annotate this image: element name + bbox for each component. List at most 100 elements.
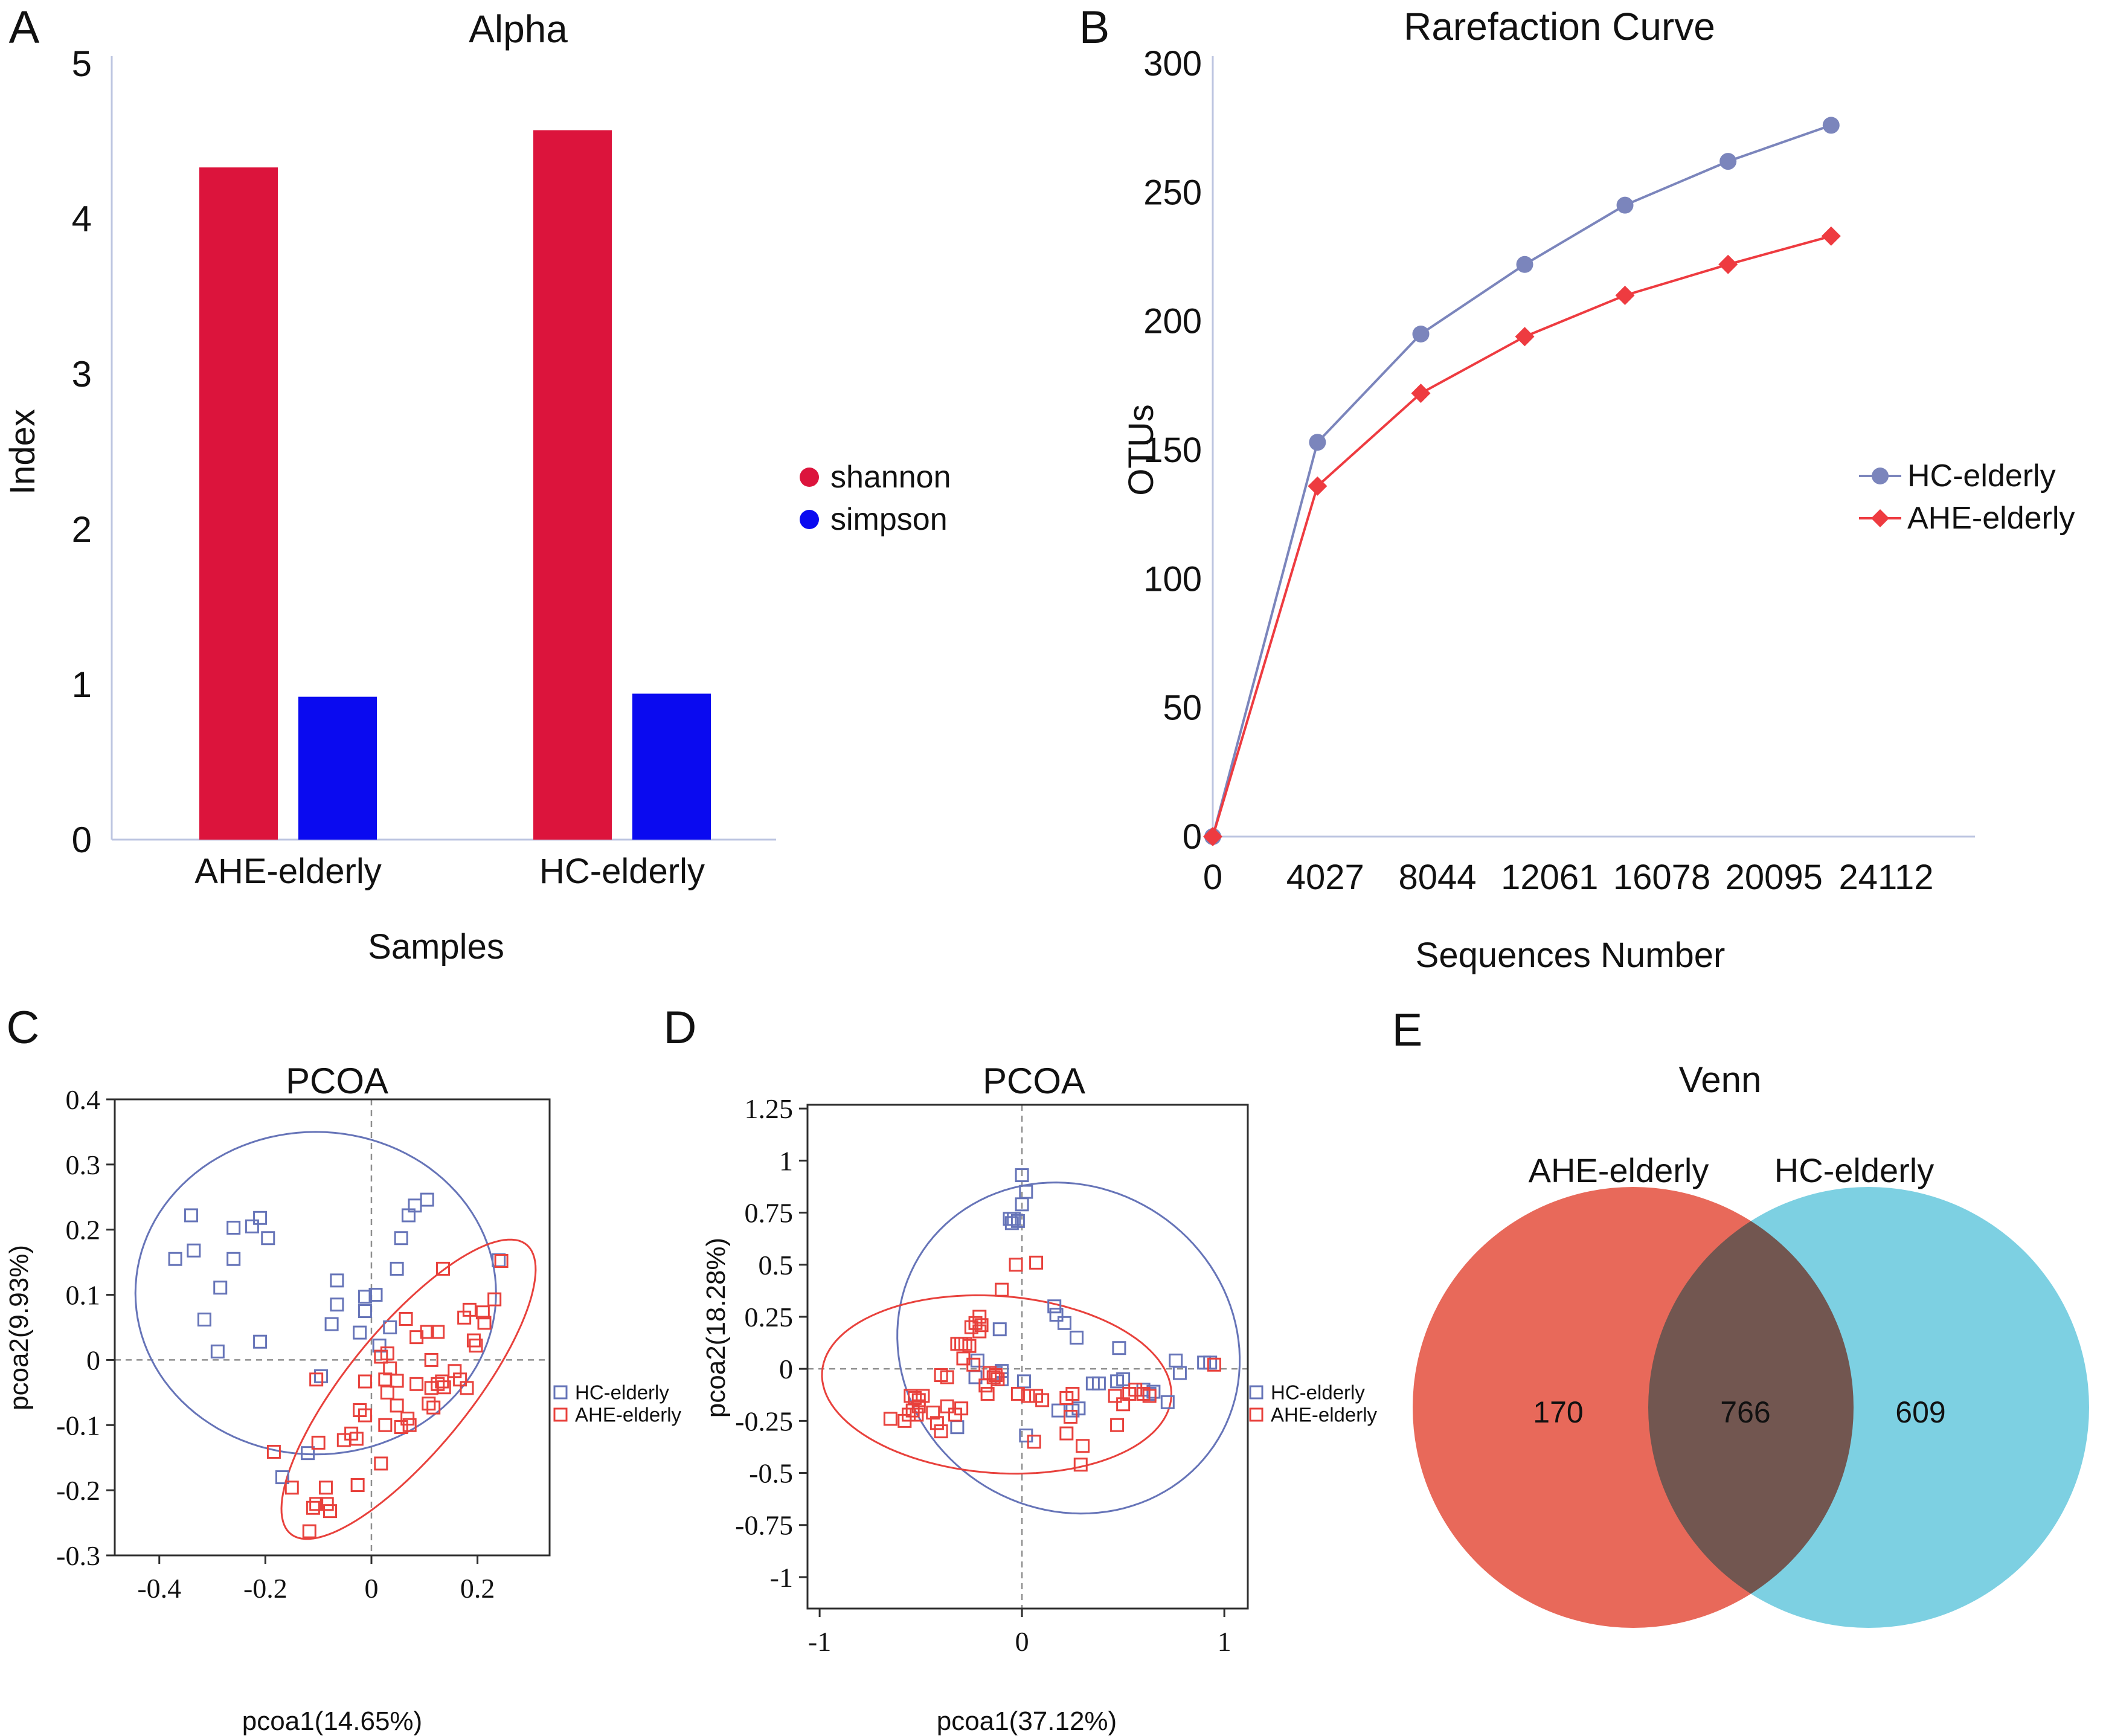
data-point-AHE-elderly xyxy=(995,1282,1009,1297)
data-point-HC-elderly xyxy=(1049,1308,1064,1322)
data-point-AHE-elderly xyxy=(460,1381,474,1395)
data-point-AHE-elderly xyxy=(374,1349,388,1364)
data-point-HC-elderly xyxy=(213,1281,228,1295)
data-point-AHE-elderly xyxy=(1029,1255,1044,1270)
data-point xyxy=(1719,153,1737,170)
data-point-HC-elderly xyxy=(1057,1316,1071,1330)
legend-ahe-marker xyxy=(1871,509,1889,527)
bar-shannon xyxy=(199,167,278,840)
data-point-HC-elderly xyxy=(330,1273,344,1288)
data-point-HC-elderly xyxy=(324,1317,339,1331)
data-point-AHE-elderly xyxy=(1073,1458,1088,1472)
venn-circle-hc-elderly xyxy=(1648,1187,2089,1628)
data-point-AHE-elderly xyxy=(1065,1387,1080,1401)
data-point-HC-elderly xyxy=(253,1210,268,1225)
data-point-AHE-elderly xyxy=(1128,1383,1143,1397)
panel-d-title: PCOA xyxy=(982,1061,1086,1101)
y-tick-label: 2 xyxy=(72,509,92,550)
data-point-HC-elderly xyxy=(368,1288,383,1302)
alpha-bar-chart: 5 4 3 2 1 0 AHE-elderly HC-elderly xyxy=(72,43,819,891)
data-line-AHE-elderly xyxy=(1212,234,1832,837)
x-tick-label: -0.2 xyxy=(243,1573,287,1604)
venn-count-ahe-only: 170 xyxy=(1533,1395,1584,1429)
data-point-AHE-elderly xyxy=(309,1372,324,1387)
y-tick-label: 250 xyxy=(1143,173,1202,212)
data-point-AHE-elderly xyxy=(420,1325,434,1339)
panel-letter-c: C xyxy=(6,1002,40,1053)
data-point-AHE-elderly xyxy=(266,1445,281,1459)
x-tick-label: 1 xyxy=(1218,1626,1231,1657)
data-point-AHE-elderly xyxy=(978,1378,993,1393)
data-point-AHE-elderly xyxy=(309,1497,324,1511)
legend-shannon-dot xyxy=(800,468,819,487)
data-point-HC-elderly xyxy=(1203,1355,1218,1370)
y-tick-label: 1 xyxy=(72,664,92,705)
x-tick-label: 0 xyxy=(1015,1626,1029,1657)
panel-d-x-axis-label: pcoa1(37.12%) xyxy=(936,1706,1117,1736)
x-tick-label: 0 xyxy=(364,1573,378,1604)
panel-a-y-axis-label: Index xyxy=(3,409,42,495)
data-point-HC-elderly xyxy=(950,1420,965,1435)
data-point-AHE-elderly xyxy=(926,1406,940,1420)
data-point-HC-elderly xyxy=(420,1192,434,1207)
y-tick-label: 50 xyxy=(1163,689,1202,728)
y-tick-label: 100 xyxy=(1143,559,1202,599)
y-tick-label: 3 xyxy=(72,354,92,394)
y-tick-label: 200 xyxy=(1143,302,1202,341)
x-tick-label: -1 xyxy=(808,1626,831,1657)
data-point-HC-elderly xyxy=(197,1313,211,1327)
data-point-AHE-elderly xyxy=(1108,1389,1122,1403)
data-point-HC-elderly xyxy=(301,1446,315,1461)
data-point-HC-elderly xyxy=(1160,1395,1175,1409)
data-point-HC-elderly xyxy=(1015,1197,1029,1212)
legend-label-simpson: simpson xyxy=(830,502,948,537)
data-point-HC-elderly xyxy=(330,1297,344,1312)
data-point-AHE-elderly xyxy=(457,1310,472,1325)
data-point-AHE-elderly xyxy=(378,1418,393,1432)
data-point-HC-elderly xyxy=(353,1325,367,1340)
venn-diagram xyxy=(1413,1187,2089,1628)
y-tick-label: 4 xyxy=(72,199,92,239)
data-point-HC-elderly xyxy=(1010,1214,1025,1228)
data-point xyxy=(1308,476,1328,496)
panel-b-x-axis-label: Sequences Number xyxy=(1415,936,1726,975)
data-point-HC-elderly xyxy=(1007,1212,1021,1226)
data-point-HC-elderly xyxy=(184,1208,198,1223)
venn-count-shared: 766 xyxy=(1720,1395,1771,1429)
legend-label-ahe-elderly-d: AHE-elderly xyxy=(1271,1403,1378,1426)
data-point-AHE-elderly xyxy=(378,1372,393,1387)
legend-ahe-square xyxy=(553,1407,568,1422)
data-point-HC-elderly xyxy=(168,1252,182,1266)
y-tick-label: 0.5 xyxy=(759,1250,794,1281)
data-point-AHE-elderly xyxy=(487,1292,502,1307)
data-line-HC-elderly xyxy=(1212,124,1832,837)
data-point xyxy=(1822,117,1840,134)
data-point-AHE-elderly xyxy=(883,1412,897,1426)
panel-letter-d: D xyxy=(663,1002,697,1053)
y-tick-label: 300 xyxy=(1143,44,1202,83)
panel-d-y-axis-label: pcoa2(18.28%) xyxy=(701,1237,731,1418)
data-point xyxy=(1412,326,1430,342)
data-point-AHE-elderly xyxy=(1021,1389,1035,1403)
legend-label-ahe-elderly-b: AHE-elderly xyxy=(1907,501,2075,536)
y-tick-label: 0.75 xyxy=(745,1198,794,1229)
bar-simpson xyxy=(298,696,377,840)
data-point-AHE-elderly xyxy=(424,1352,438,1367)
confidence-ellipse-AHE-elderly xyxy=(280,1238,537,1540)
y-tick-label: 0.4 xyxy=(66,1084,101,1115)
data-point-AHE-elderly xyxy=(350,1478,365,1493)
data-point-AHE-elderly xyxy=(1142,1389,1157,1403)
data-point-HC-elderly xyxy=(390,1261,404,1276)
data-point-AHE-elderly xyxy=(948,1407,963,1422)
x-tick-label: -0.4 xyxy=(137,1573,181,1604)
y-tick-label: -0.3 xyxy=(56,1540,100,1571)
y-tick-label: 0.25 xyxy=(745,1302,794,1333)
data-point-AHE-elderly xyxy=(436,1261,451,1276)
data-point xyxy=(1203,827,1222,846)
data-point-AHE-elderly xyxy=(380,1385,394,1400)
data-point-AHE-elderly xyxy=(336,1433,351,1447)
y-tick-label: -0.2 xyxy=(56,1475,100,1506)
data-point-AHE-elderly xyxy=(934,1424,948,1439)
data-point-HC-elderly xyxy=(245,1219,259,1233)
